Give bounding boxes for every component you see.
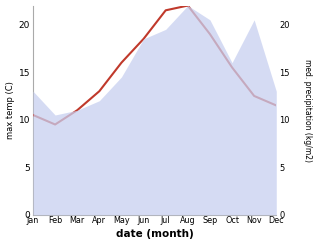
- Y-axis label: med. precipitation (kg/m2): med. precipitation (kg/m2): [303, 59, 313, 162]
- Y-axis label: max temp (C): max temp (C): [5, 81, 15, 139]
- X-axis label: date (month): date (month): [116, 230, 194, 239]
